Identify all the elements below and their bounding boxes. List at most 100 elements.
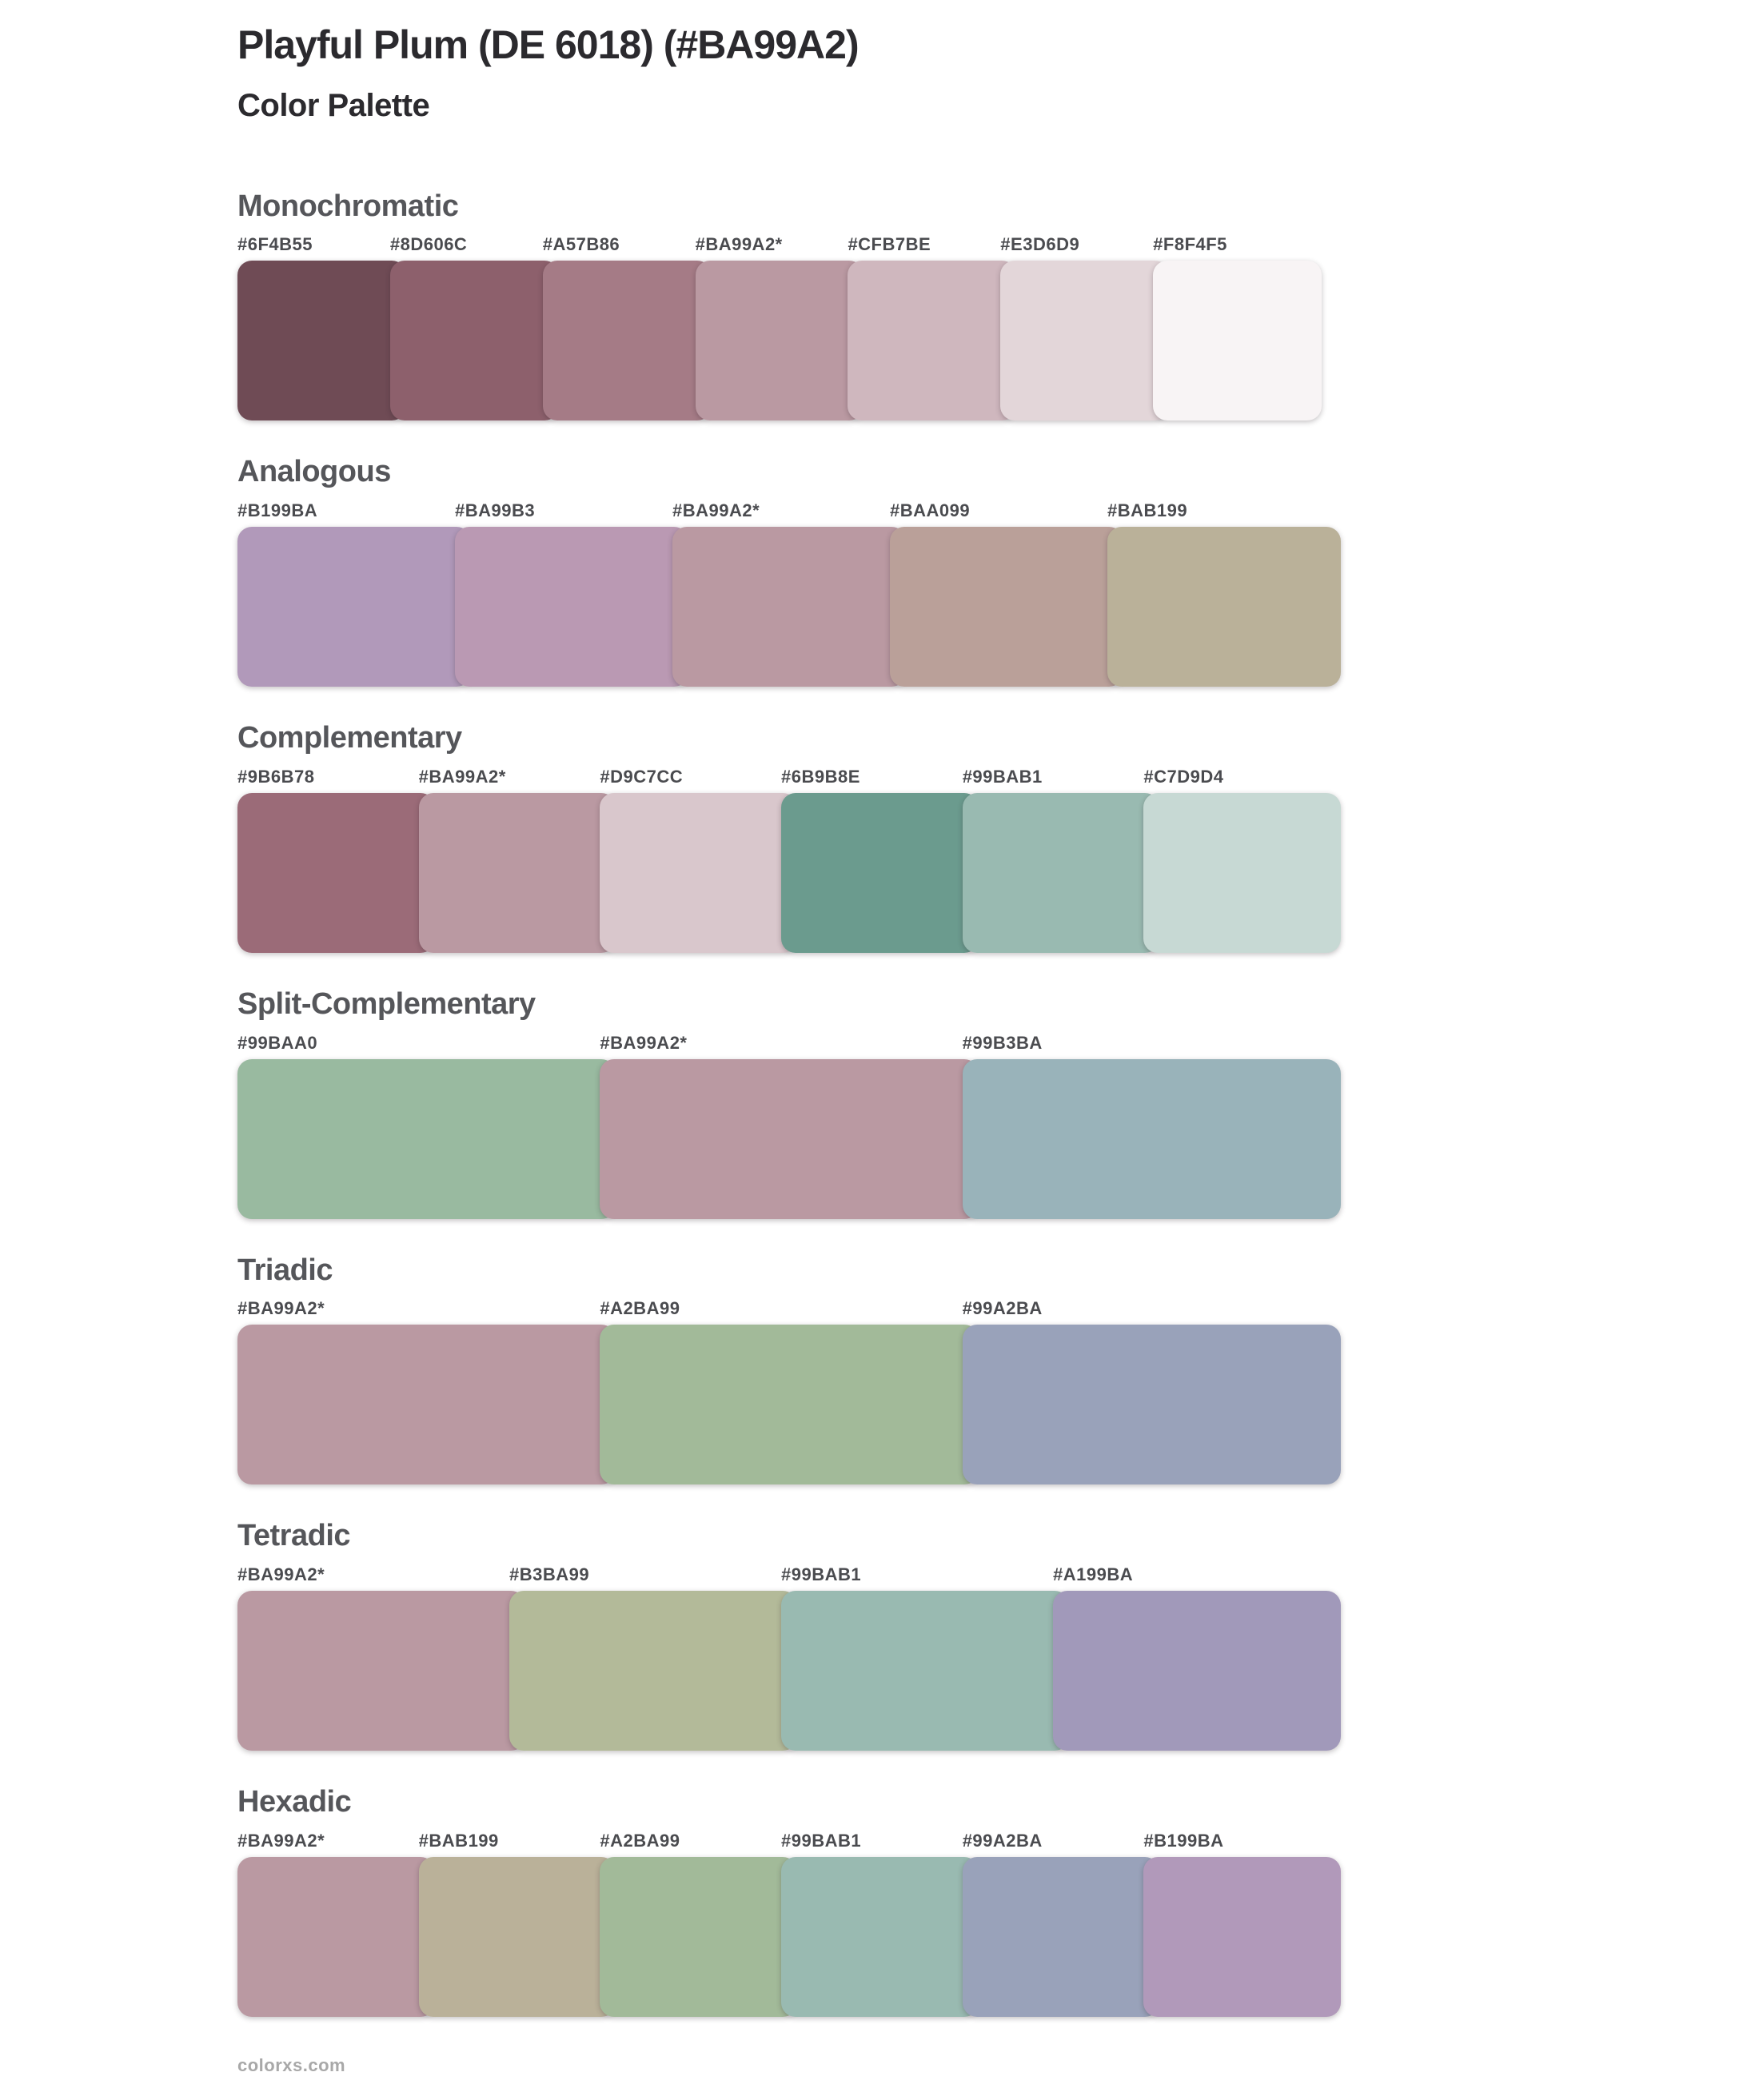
swatch-hex-label: #C7D9D4 [1143,766,1224,787]
color-swatch-f8f4f5[interactable] [1153,261,1322,421]
swatch-column: #9B6B78 [237,767,435,953]
color-swatch-a57b86[interactable] [542,261,712,421]
color-swatch-99bab1[interactable] [781,1591,1069,1751]
swatch-column: #B199BA [1143,1831,1342,2018]
swatch-hex-label: #A2BA99 [600,1831,680,1851]
swatch-hex-label: #9B6B78 [237,766,315,787]
swatch-hex-label: #A2BA99 [600,1298,680,1319]
swatch-column: #B199BA [237,500,471,687]
swatch-hex-label: #8D606C [389,234,468,255]
color-swatch-a2ba99[interactable] [600,1857,798,2018]
section-triadic: Triadic #BA99A2* #A2BA99 #99A2BA [237,1253,1759,1485]
swatch-column: #BAA099 [890,500,1123,687]
color-swatch-ba99a2[interactable] [237,1591,525,1751]
section-analogous: Analogous #B199BA #BA99B3 #BA99A2* #BAA0… [237,455,1759,687]
swatch-hex-label: #99BAB1 [962,766,1043,787]
color-swatch-d9c7cc[interactable] [600,792,798,953]
swatch-hex-label: #BA99A2* [695,234,783,255]
swatch-column: #A2BA99 [600,1298,979,1485]
color-swatch-6f4b55[interactable] [237,261,406,421]
color-swatch-b3ba99[interactable] [509,1591,797,1751]
color-swatch-baa099[interactable] [890,527,1123,687]
color-swatch-ba99a2[interactable] [237,1325,616,1485]
swatch-hex-label: #BA99A2* [600,1032,688,1053]
footer-site-link[interactable]: colorxs.com [237,2055,346,2076]
swatch-column: #BA99A2* [600,1032,979,1219]
swatch-row: #BA99A2* #BAB199 #A2BA99 #99BAB1 #99A2BA… [237,1831,1342,2018]
swatch-column: #BA99A2* [418,766,616,953]
swatch-column: #99B3BA [962,1033,1341,1219]
section-tetradic: Tetradic #BA99A2* #B3BA99 #99BAB1 #A199B… [237,1520,1759,1751]
color-swatch-99a2ba[interactable] [962,1325,1341,1485]
color-swatch-9b6b78[interactable] [237,792,435,953]
swatch-column: #BA99A2* [672,500,906,687]
swatch-column: #BA99A2* [237,1564,525,1751]
section-title: Analogous [237,455,391,489]
swatch-hex-label: #BA99B3 [455,500,536,521]
swatch-hex-label: #99BAB1 [781,1564,862,1585]
color-swatch-99baa0[interactable] [237,1058,616,1219]
swatch-column: #BA99B3 [455,500,688,687]
color-swatch-c7d9d4[interactable] [1143,792,1342,953]
color-swatch-99a2ba[interactable] [962,1857,1160,2018]
page-subtitle: Color Palette [237,87,430,123]
swatch-hex-label: #6F4B55 [237,234,313,255]
swatch-hex-label: #B199BA [237,500,318,521]
swatch-hex-label: #99BAB1 [781,1831,862,1851]
color-swatch-a2ba99[interactable] [600,1325,979,1485]
section-title: Split-Complementary [237,986,536,1021]
swatch-column: #6F4B55 [237,234,406,421]
color-swatch-99bab1[interactable] [781,1857,979,2018]
section-complementary: Complementary #9B6B78 #BA99A2* #D9C7CC #… [237,721,1759,953]
swatch-hex-label: #B3BA99 [509,1564,590,1585]
swatch-hex-label: #F8F4F5 [1153,234,1227,255]
color-swatch-ba99b3[interactable] [455,527,688,687]
swatch-hex-label: #BAA099 [890,500,971,521]
swatch-column: #E3D6D9 [1000,234,1170,421]
color-swatch-cfb7be[interactable] [848,261,1017,421]
swatch-hex-label: #BA99A2* [672,500,760,521]
swatch-row: #9B6B78 #BA99A2* #D9C7CC #6B9B8E #99BAB1… [237,766,1342,953]
swatch-column: #F8F4F5 [1153,234,1322,421]
section-title: Hexadic [237,1785,352,1819]
swatch-column: #A2BA99 [600,1831,798,2018]
swatch-hex-label: #99BAA0 [237,1032,318,1053]
swatch-hex-label: #BA99A2* [418,766,506,787]
swatch-hex-label: #6B9B8E [781,766,860,787]
swatch-row: #BA99A2* #A2BA99 #99A2BA [237,1298,1341,1485]
color-swatch-6b9b8e[interactable] [781,792,979,953]
section-split-complementary: Split-Complementary #99BAA0 #BA99A2* #99… [237,986,1759,1219]
color-swatch-ba99a2[interactable] [237,1857,435,2018]
page-title: Playful Plum (DE 6018) (#BA99A2) [237,22,860,67]
section-hexadic: Hexadic #BA99A2* #BAB199 #A2BA99 #99BAB1… [237,1785,1759,2018]
color-swatch-99b3ba[interactable] [962,1058,1341,1219]
color-swatch-bab199[interactable] [418,1857,616,2018]
swatch-row: #B199BA #BA99B3 #BA99A2* #BAA099 #BAB199 [237,500,1341,687]
swatch-hex-label: #A57B86 [542,234,620,255]
section-monochromatic: Monochromatic #6F4B55 #8D606C #A57B86 #B… [237,189,1759,421]
color-swatch-ba99a2[interactable] [672,527,906,687]
color-swatch-ba99a2[interactable] [695,261,864,421]
swatch-row: #6F4B55 #8D606C #A57B86 #BA99A2* #CFB7BE… [237,234,1322,421]
swatch-column: #99BAB1 [781,1831,979,2018]
color-swatch-a199ba[interactable] [1053,1591,1341,1751]
swatch-hex-label: #E3D6D9 [1000,234,1080,255]
swatch-row: #BA99A2* #B3BA99 #99BAB1 #A199BA [237,1564,1341,1751]
color-swatch-b199ba[interactable] [237,527,471,687]
section-title: Monochromatic [237,189,459,223]
color-swatch-ba99a2[interactable] [600,1058,979,1219]
swatch-column: #6B9B8E [781,767,979,953]
color-swatch-e3d6d9[interactable] [1000,261,1170,421]
color-swatch-99bab1[interactable] [962,792,1160,953]
swatch-hex-label: #CFB7BE [848,234,931,255]
color-swatch-b199ba[interactable] [1143,1857,1342,2018]
swatch-column: #99BAB1 [962,766,1160,953]
section-title: Complementary [237,721,462,755]
color-swatch-8d606c[interactable] [389,261,559,421]
swatch-hex-label: #B199BA [1143,1831,1224,1851]
color-swatch-ba99a2[interactable] [418,792,616,953]
color-swatch-bab199[interactable] [1107,527,1341,687]
swatch-row: #99BAA0 #BA99A2* #99B3BA [237,1033,1341,1219]
swatch-column: #BAB199 [1107,500,1341,687]
